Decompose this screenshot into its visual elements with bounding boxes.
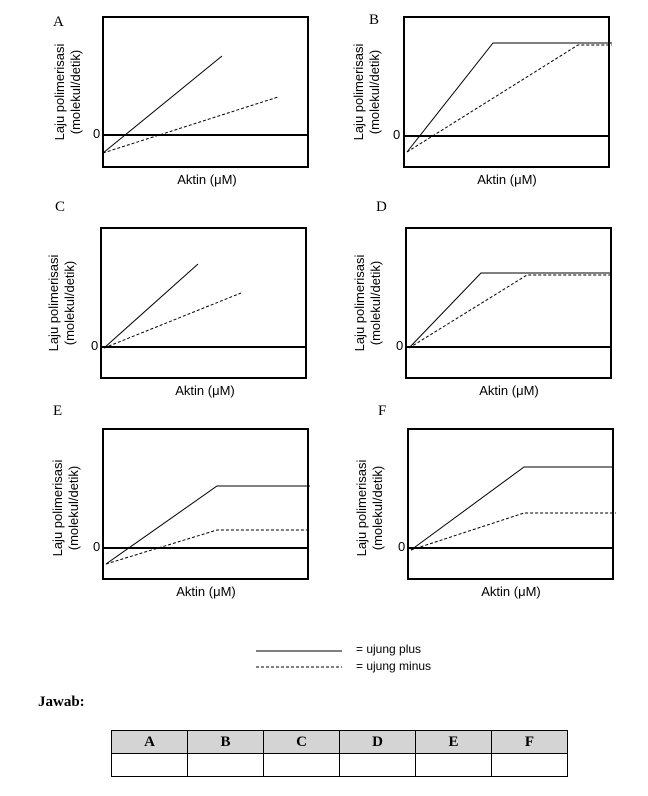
answer-cell-e[interactable] <box>415 753 492 777</box>
panel-b-ylabel-line2: (molekul/detik) <box>367 50 382 135</box>
panel-d-zero-label: 0 <box>396 338 403 353</box>
answer-header-b: B <box>187 730 264 754</box>
answer-cell-d[interactable] <box>339 753 416 777</box>
panel-b-xlabel: Aktin (μM) <box>477 172 537 187</box>
panel-f-minus-end-line <box>410 512 616 551</box>
panel-c <box>100 227 307 379</box>
panel-f-letter: F <box>378 403 386 419</box>
figure: A B C D E F Laju polimerisasi (molekul/d… <box>46 12 616 673</box>
panel-b-zero-label: 0 <box>393 127 400 142</box>
panel-d-minus-end-line <box>408 274 612 349</box>
panel-d-letter: D <box>376 199 387 215</box>
answer-cell-c[interactable] <box>263 753 340 777</box>
panel-e-plus-end-line <box>105 485 310 565</box>
panel-c-letter: C <box>55 199 65 215</box>
answer-cell-b[interactable] <box>187 753 264 777</box>
panel-b <box>403 16 612 168</box>
answer-cell-f[interactable] <box>491 753 568 777</box>
answer-title: Jawab: <box>38 694 85 710</box>
panel-e-frame <box>102 428 309 580</box>
panel-a-ylabel-line2: (molekul/detik) <box>68 50 83 135</box>
panel-d <box>405 227 612 379</box>
panel-b-letter: B <box>369 12 379 28</box>
panel-e-ylabel-line1: Laju polimerisasi <box>50 459 65 556</box>
panel-f-xlabel: Aktin (μM) <box>481 584 541 599</box>
panel-f-frame <box>407 428 614 580</box>
panel-f-plus-end-line <box>410 466 614 551</box>
panel-b-frame <box>403 16 610 168</box>
legend-solid-label: = ujung plus <box>356 642 421 656</box>
panel-b-minus-end-line <box>406 44 612 153</box>
panel-c-ylabel-line1: Laju polimerisasi <box>46 254 61 351</box>
answer-header-e: E <box>415 730 492 754</box>
panel-f-ylabel-line2: (molekul/detik) <box>370 466 385 551</box>
answer-header-c: C <box>263 730 340 754</box>
panel-f-zero-label: 0 <box>398 539 405 554</box>
answer-row <box>111 753 568 777</box>
panel-a-plus-end-line <box>102 55 223 154</box>
panel-f-ylabel-line1: Laju polimerisasi <box>354 459 369 556</box>
panel-b-plus-end-line <box>406 42 612 153</box>
panel-a <box>102 16 309 168</box>
panel-a-ylabel-line1: Laju polimerisasi <box>52 43 67 140</box>
panel-b-ylabel-line1: Laju polimerisasi <box>351 43 366 140</box>
panel-a-letter: A <box>53 14 64 30</box>
panel-c-plus-end-line <box>103 263 199 349</box>
panel-c-ylabel-line2: (molekul/detik) <box>62 261 77 346</box>
panel-a-minus-end-line <box>102 96 279 154</box>
panel-e-ylabel-line2: (molekul/detik) <box>66 466 81 551</box>
panel-d-frame <box>405 227 612 379</box>
panel-a-frame <box>102 16 309 168</box>
panel-e <box>102 428 310 580</box>
panel-c-zero-label: 0 <box>91 338 98 353</box>
panel-c-minus-end-line <box>103 292 242 349</box>
answer-header-a: A <box>111 730 188 754</box>
panel-a-xlabel: Aktin (μM) <box>177 172 237 187</box>
panel-c-xlabel: Aktin (μM) <box>175 383 235 398</box>
answer-header-d: D <box>339 730 416 754</box>
panel-e-letter: E <box>53 403 62 419</box>
panel-d-ylabel-line1: Laju polimerisasi <box>352 254 367 351</box>
answer-table: A B C D E F <box>111 730 568 777</box>
answer-cell-a[interactable] <box>111 753 188 777</box>
answer-header-row: A B C D E F <box>111 730 568 754</box>
answer-header-f: F <box>491 730 568 754</box>
panel-a-zero-label: 0 <box>93 126 100 141</box>
panel-d-xlabel: Aktin (μM) <box>479 383 539 398</box>
panel-d-ylabel-line2: (molekul/detik) <box>368 261 383 346</box>
panel-d-plus-end-line <box>408 272 612 349</box>
panel-e-zero-label: 0 <box>93 539 100 554</box>
panel-e-xlabel: Aktin (μM) <box>176 584 236 599</box>
panel-c-frame <box>100 227 307 379</box>
panel-f <box>407 428 616 580</box>
legend-dashed-label: = ujung minus <box>356 659 431 673</box>
panel-e-minus-end-line <box>105 529 310 565</box>
